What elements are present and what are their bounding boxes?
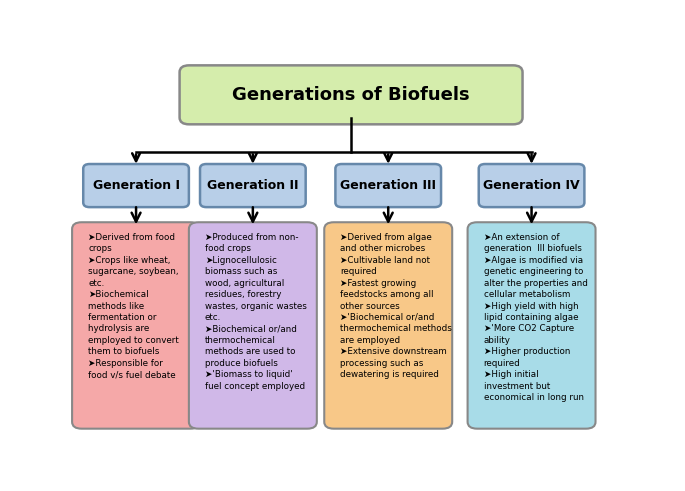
FancyBboxPatch shape <box>189 222 317 429</box>
Text: Generations of Biofuels: Generations of Biofuels <box>232 86 470 104</box>
FancyBboxPatch shape <box>479 164 584 207</box>
FancyBboxPatch shape <box>468 222 595 429</box>
Text: Generation IV: Generation IV <box>483 179 580 192</box>
FancyBboxPatch shape <box>324 222 452 429</box>
FancyBboxPatch shape <box>200 164 306 207</box>
Text: Generation III: Generation III <box>340 179 436 192</box>
FancyBboxPatch shape <box>179 65 523 124</box>
Text: Generation II: Generation II <box>207 179 299 192</box>
Text: Generation I: Generation I <box>92 179 179 192</box>
FancyBboxPatch shape <box>336 164 441 207</box>
Text: ➤An extension of
generation  III biofuels
➤Algae is modified via
genetic enginee: ➤An extension of generation III biofuels… <box>484 233 588 402</box>
FancyBboxPatch shape <box>84 164 189 207</box>
Text: ➤Derived from food
crops
➤Crops like wheat,
sugarcane, soybean,
etc.
➤Biochemica: ➤Derived from food crops ➤Crops like whe… <box>88 233 179 379</box>
FancyBboxPatch shape <box>72 222 200 429</box>
Text: ➤Derived from algae
and other microbes
➤Cultivable land not
required
➤Fastest gr: ➤Derived from algae and other microbes ➤… <box>340 233 452 379</box>
Text: ➤Produced from non-
food crops
➤Lignocellulosic
biomass such as
wood, agricultur: ➤Produced from non- food crops ➤Lignocel… <box>205 233 307 391</box>
